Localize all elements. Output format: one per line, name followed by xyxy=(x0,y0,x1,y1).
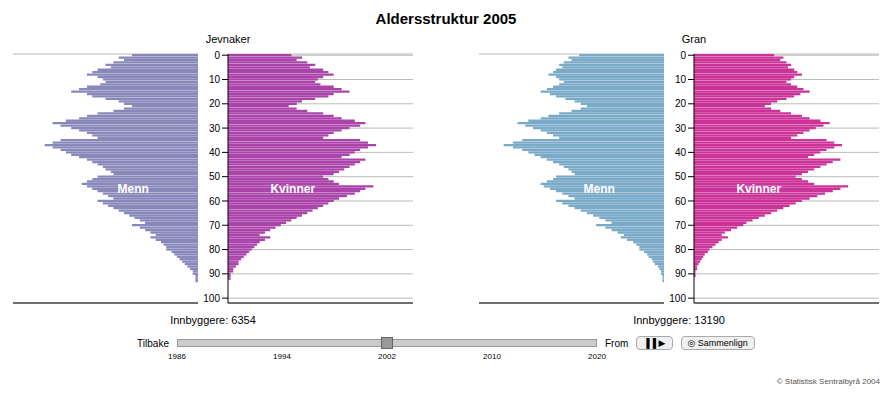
svg-text:0: 0 xyxy=(680,50,686,61)
svg-text:10: 10 xyxy=(675,74,687,85)
html-text:2002: 2002 xyxy=(378,352,396,361)
svg-text:20: 20 xyxy=(209,98,221,109)
svg-text:90: 90 xyxy=(675,268,687,279)
svg-text:100: 100 xyxy=(203,293,220,304)
html-text:Kvinner: Kvinner xyxy=(736,182,782,197)
html-text:Menn: Menn xyxy=(583,182,615,197)
svg-text:50: 50 xyxy=(209,171,221,182)
html-text:1994: 1994 xyxy=(273,352,291,361)
html-text:2010: 2010 xyxy=(483,352,501,361)
svg-text:80: 80 xyxy=(675,244,687,255)
svg-text:50: 50 xyxy=(675,171,687,182)
html-text:Tilbake: Tilbake xyxy=(137,337,169,349)
html-text:2020: 2020 xyxy=(588,352,606,361)
svg-text:80: 80 xyxy=(209,244,221,255)
html-text:◎ Sammenlign: ◎ Sammenlign xyxy=(687,338,748,348)
html-text:Menn: Menn xyxy=(117,182,149,197)
html-text:Innbyggere: 6354: Innbyggere: 6354 xyxy=(170,314,256,326)
svg-text:100: 100 xyxy=(669,293,686,304)
svg-text:40: 40 xyxy=(675,147,687,158)
svg-text:40: 40 xyxy=(209,147,221,158)
svg-text:60: 60 xyxy=(675,196,687,207)
svg-text:30: 30 xyxy=(675,123,687,134)
html-text:Gran: Gran xyxy=(681,33,707,45)
html-text:Innbyggere: 13190: Innbyggere: 13190 xyxy=(633,314,725,326)
svg-text:30: 30 xyxy=(209,123,221,134)
svg-text:20: 20 xyxy=(675,98,687,109)
html-text:Jevnaker: Jevnaker xyxy=(205,33,251,45)
svg-text:0: 0 xyxy=(214,50,220,61)
html-text:From: From xyxy=(605,337,629,349)
svg-text:70: 70 xyxy=(675,220,687,231)
svg-text:60: 60 xyxy=(209,196,221,207)
svg-text:10: 10 xyxy=(209,74,221,85)
svg-text:70: 70 xyxy=(209,220,221,231)
html-text:1986: 1986 xyxy=(168,352,186,361)
html-text:Kvinner: Kvinner xyxy=(270,182,316,197)
svg-text:90: 90 xyxy=(209,268,221,279)
html-text:© Statistisk Sentralbyrå 2004: © Statistisk Sentralbyrå 2004 xyxy=(776,377,880,386)
html-text:Aldersstruktur 2005: Aldersstruktur 2005 xyxy=(375,10,517,27)
